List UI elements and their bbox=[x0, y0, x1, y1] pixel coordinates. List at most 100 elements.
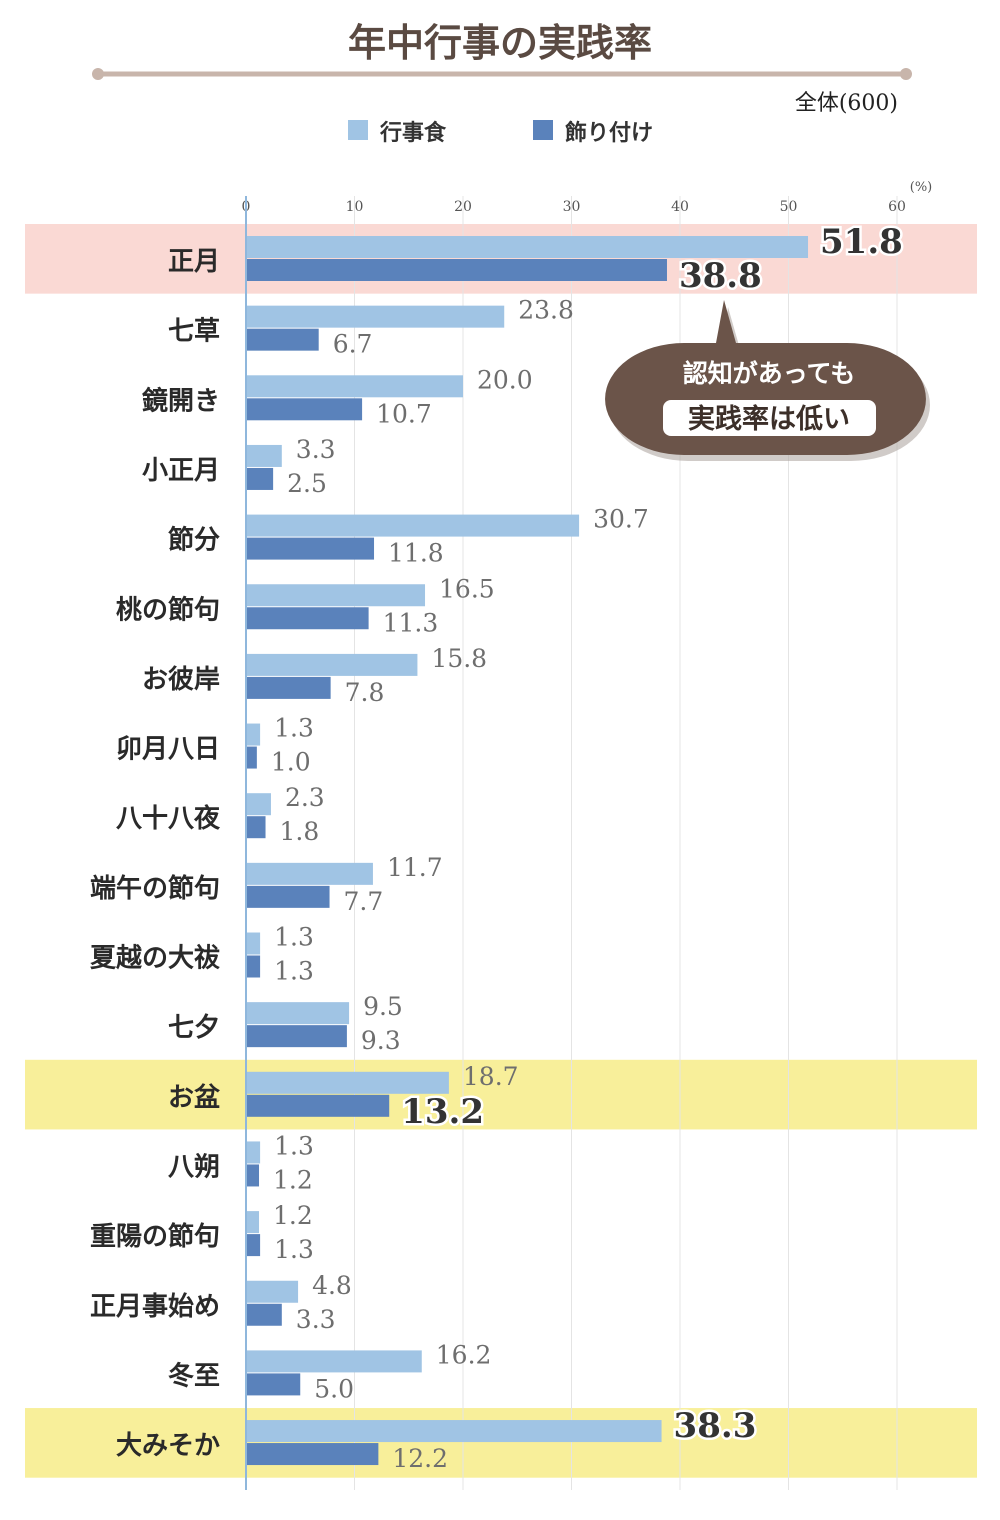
bar-gyojishoku bbox=[246, 723, 261, 746]
highlight-band bbox=[25, 1059, 977, 1130]
bar-kazaritsuke bbox=[246, 1234, 261, 1257]
bar-gyojishoku bbox=[246, 1071, 449, 1094]
chart-title: 年中行事の実践率 bbox=[348, 20, 652, 65]
x-tick-label: 20 bbox=[454, 199, 472, 215]
callout-line2: 実践率は低い bbox=[688, 403, 850, 435]
value-label-gyojishoku: 16.5 bbox=[439, 574, 495, 603]
value-label-gyojishoku: 15.8 bbox=[431, 644, 487, 673]
bar-kazaritsuke bbox=[246, 885, 330, 908]
value-label-gyojishoku: 1.3 bbox=[274, 1131, 314, 1160]
value-label-kazaritsuke: 13.2 bbox=[401, 1092, 484, 1132]
legend: 行事食 飾り付け bbox=[348, 120, 653, 146]
highlight-bands bbox=[25, 224, 977, 1478]
value-label-gyojishoku: 1.3 bbox=[274, 923, 314, 952]
bar-gyojishoku bbox=[246, 1141, 261, 1164]
bar-kazaritsuke bbox=[246, 746, 257, 769]
category-label: 端午の節句 bbox=[90, 873, 220, 904]
category-label: 七夕 bbox=[168, 1013, 220, 1043]
value-label-gyojishoku: 1.2 bbox=[273, 1201, 313, 1230]
value-label-gyojishoku: 4.8 bbox=[312, 1271, 352, 1300]
bar-kazaritsuke bbox=[246, 1303, 282, 1326]
value-label-kazaritsuke: 7.8 bbox=[345, 678, 385, 707]
category-label: 重陽の節句 bbox=[90, 1221, 220, 1252]
value-label-gyojishoku: 51.8 bbox=[820, 222, 903, 262]
bar-gyojishoku bbox=[246, 1211, 260, 1234]
value-label-kazaritsuke: 9.3 bbox=[361, 1026, 401, 1055]
category-label: 夏越の大祓 bbox=[90, 944, 220, 974]
callout-highlight-box bbox=[663, 400, 876, 436]
category-label: 正月 bbox=[168, 247, 220, 277]
bar-gyojishoku bbox=[246, 653, 418, 676]
legend-swatch-gyojishoku bbox=[348, 120, 368, 140]
category-label: お彼岸 bbox=[142, 665, 220, 695]
callout-bubble: 認知があっても 実践率は低い bbox=[605, 300, 930, 461]
highlight-band bbox=[25, 224, 977, 294]
value-label-gyojishoku: 3.3 bbox=[296, 435, 336, 464]
category-label: お盆 bbox=[168, 1082, 221, 1113]
bar-kazaritsuke bbox=[246, 1094, 390, 1117]
bar-kazaritsuke bbox=[246, 537, 375, 560]
legend-label-gyojishoku: 行事食 bbox=[379, 120, 447, 146]
value-label-gyojishoku: 30.7 bbox=[593, 505, 649, 534]
bar-kazaritsuke bbox=[246, 1025, 347, 1048]
category-label: 大みそか bbox=[116, 1431, 220, 1461]
value-label-gyojishoku: 38.3 bbox=[674, 1406, 757, 1446]
x-tick-label: 30 bbox=[563, 199, 581, 215]
bar-gyojishoku bbox=[246, 1280, 299, 1303]
value-label-kazaritsuke: 10.7 bbox=[376, 399, 432, 428]
value-label-kazaritsuke: 2.5 bbox=[287, 469, 327, 498]
value-label-kazaritsuke: 1.3 bbox=[274, 1235, 314, 1264]
value-label-kazaritsuke: 1.2 bbox=[273, 1165, 313, 1194]
value-label-gyojishoku: 9.5 bbox=[363, 992, 403, 1021]
value-label-gyojishoku: 11.7 bbox=[387, 853, 443, 882]
value-label-kazaritsuke: 1.3 bbox=[274, 957, 314, 986]
category-label: 卯月八日 bbox=[116, 735, 220, 765]
value-label-kazaritsuke: 12.2 bbox=[392, 1444, 448, 1473]
bar-kazaritsuke bbox=[246, 1373, 301, 1396]
value-label-gyojishoku: 1.3 bbox=[274, 714, 314, 743]
category-label: 冬至 bbox=[168, 1361, 220, 1391]
unit-label: (%) bbox=[910, 180, 933, 195]
x-tick-label: 60 bbox=[888, 199, 906, 215]
highlight-band bbox=[25, 1408, 977, 1478]
category-label: 七草 bbox=[168, 317, 220, 347]
x-tick-label: 40 bbox=[671, 199, 689, 215]
bar-kazaritsuke bbox=[246, 607, 369, 630]
bar-gyojishoku bbox=[246, 793, 271, 816]
value-label-gyojishoku: 18.7 bbox=[463, 1062, 519, 1091]
bar-gyojishoku bbox=[246, 862, 373, 885]
bar-kazaritsuke bbox=[246, 816, 266, 839]
bar-gyojishoku bbox=[246, 514, 580, 537]
bar-kazaritsuke bbox=[246, 467, 274, 490]
bar-kazaritsuke bbox=[246, 398, 363, 421]
value-label-kazaritsuke: 1.8 bbox=[280, 817, 320, 846]
bar-gyojishoku bbox=[246, 584, 426, 607]
value-labels: 51.8 38.8 23.8 6.7 20.0 10.7 3.3 2.5 30.7 11.8 16.… bbox=[271, 220, 905, 1474]
category-label: 正月事始め bbox=[90, 1292, 220, 1322]
value-label-gyojishoku: 23.8 bbox=[518, 296, 574, 325]
category-label: 小正月 bbox=[142, 456, 220, 486]
value-label-kazaritsuke: 1.0 bbox=[271, 748, 311, 777]
bar-gyojishoku bbox=[246, 305, 505, 328]
value-label-gyojishoku: 20.0 bbox=[477, 365, 533, 394]
bar-kazaritsuke bbox=[246, 259, 667, 281]
value-label-kazaritsuke: 5.0 bbox=[314, 1374, 354, 1403]
bar-gyojishoku bbox=[246, 375, 463, 398]
value-label-kazaritsuke: 38.8 bbox=[679, 256, 762, 296]
x-axis-ticks: 0102030405060 bbox=[242, 199, 906, 215]
category-labels: 正月七草鏡開き小正月節分桃の節句お彼岸卯月八日八十八夜端午の節句夏越の大祓七夕お… bbox=[90, 247, 221, 1461]
bar-gyojishoku bbox=[246, 1420, 662, 1443]
bar-gyojishoku bbox=[246, 1002, 350, 1025]
x-tick-label: 10 bbox=[346, 199, 364, 215]
bar-gyojishoku bbox=[246, 444, 282, 467]
chart-subtitle: 全体(600) bbox=[795, 91, 898, 116]
value-label-kazaritsuke: 7.7 bbox=[344, 887, 384, 916]
category-label: 八朔 bbox=[168, 1152, 220, 1182]
category-label: 鏡開き bbox=[142, 385, 220, 416]
title-underline bbox=[92, 68, 912, 80]
bar-kazaritsuke bbox=[246, 1164, 260, 1187]
legend-swatch-kazaritsuke bbox=[533, 120, 553, 140]
bar-gyojishoku bbox=[246, 236, 809, 258]
value-label-kazaritsuke: 11.8 bbox=[388, 539, 444, 568]
value-label-kazaritsuke: 11.3 bbox=[383, 608, 439, 637]
